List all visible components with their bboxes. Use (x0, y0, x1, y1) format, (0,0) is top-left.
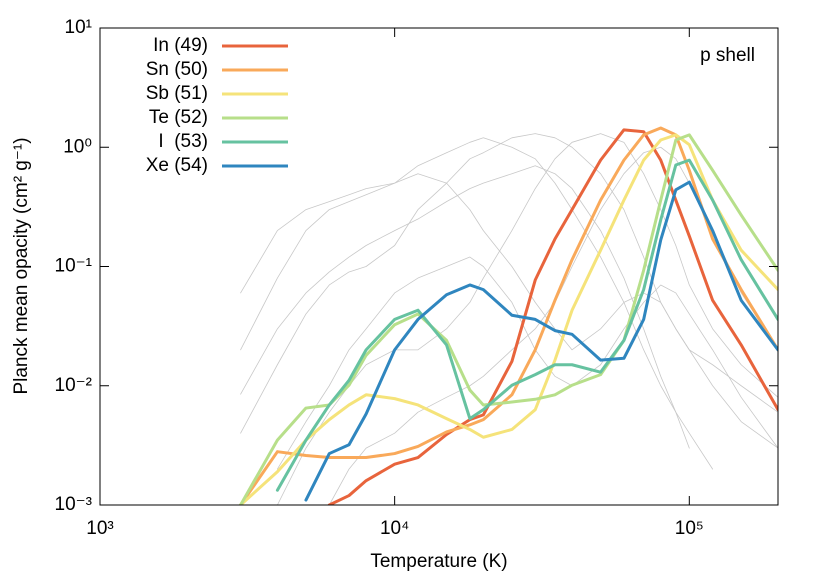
series-line (239, 133, 778, 505)
background-line (240, 165, 690, 449)
legend-label: I (53) (158, 131, 208, 152)
plot-lines (239, 126, 778, 505)
x-tick-label: 10³ (86, 518, 113, 539)
series-line (327, 128, 778, 505)
x-axis-label: Temperature (K) (370, 551, 507, 572)
x-tick-label: 10⁵ (675, 518, 704, 539)
series-line (304, 180, 778, 502)
series-line (275, 158, 778, 492)
legend-label: Sn (50) (146, 59, 208, 80)
legend-label: Te (52) (149, 107, 208, 128)
legend-label: Xe (54) (146, 155, 208, 176)
background-line (240, 173, 778, 449)
y-axis-label: Planck mean opacity (cm² g⁻¹) (11, 137, 32, 394)
series-line (239, 126, 778, 505)
y-tick-label: 10⁰ (63, 136, 92, 157)
annotation: p shell (700, 45, 755, 66)
y-tick-label: 10⁻³ (55, 494, 93, 515)
legend-label: Sb (51) (146, 83, 208, 104)
background-line (240, 137, 714, 470)
y-tick-label: 10¹ (65, 17, 92, 38)
series-line (239, 133, 778, 505)
background-line (328, 146, 778, 505)
x-tick-label: 10⁴ (380, 518, 409, 539)
legend-label: In (49) (153, 35, 208, 56)
y-tick-label: 10⁻¹ (55, 256, 93, 277)
background-line (276, 133, 778, 505)
y-tick-label: 10⁻² (55, 375, 93, 396)
